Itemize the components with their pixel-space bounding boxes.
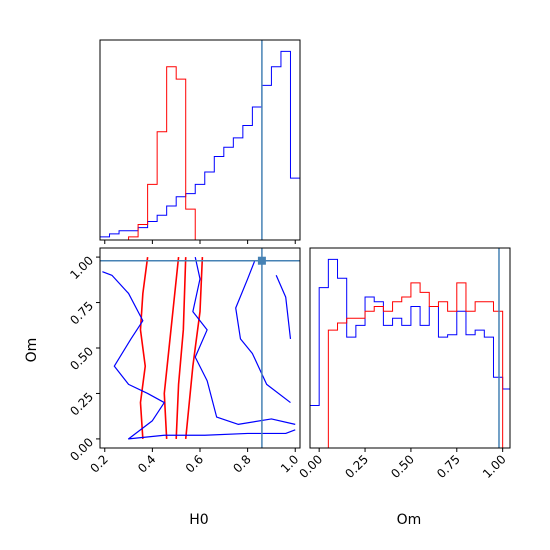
om-marginal-x-tick-label-4: 1.00 xyxy=(480,452,509,481)
x-axis-label-h0: H0 xyxy=(189,512,208,528)
contour-series-0-line-1 xyxy=(163,257,180,439)
contour-series-1-line-2 xyxy=(235,260,291,404)
contour-series-0-line-3 xyxy=(184,257,204,439)
contour-series-0-line-2 xyxy=(175,257,187,439)
contour-lines-group xyxy=(100,248,300,448)
contour-y-tick-label-0: 0.00 xyxy=(67,435,96,464)
om-marginal-x-tick-label-2: 0.50 xyxy=(388,452,417,481)
h0-marginal-panel xyxy=(99,39,301,244)
contour-y-tick-label-4: 1.00 xyxy=(67,253,96,282)
h0-om-contour-panel: 0.2 0.4 0.6 0.8 1.00.000.250.500.751.00 xyxy=(67,247,301,476)
y-axis-label-om: Om xyxy=(24,338,40,363)
contour-y-tick-label-2: 0.50 xyxy=(67,344,96,373)
contour-x-tick-label-0: 0.2 xyxy=(87,452,110,475)
h0-marginal-hist-series-0 xyxy=(99,50,301,240)
contour-y-tick-label-3: 0.75 xyxy=(67,299,96,328)
x-axis-label-om: Om xyxy=(397,512,422,528)
contour-truth-point xyxy=(257,256,266,265)
contour-series-0-line-0 xyxy=(139,256,149,439)
om-marginal-frame xyxy=(309,247,511,449)
contour-y-tick-label-1: 0.25 xyxy=(67,390,96,419)
contour-x-tick-label-1: 0.4 xyxy=(135,452,158,475)
om-marginal-x-tick-label-1: 0.25 xyxy=(342,452,371,481)
om-marginal-hist-series-0 xyxy=(309,258,511,448)
om-marginal-x-tick-label-0: 0.00 xyxy=(297,452,326,481)
contour-series-1-line-1 xyxy=(192,256,296,425)
contour-x-tick-label-2: 0.6 xyxy=(183,452,206,475)
om-marginal-x-tick-label-3: 0.75 xyxy=(434,452,463,481)
contour-x-tick-label-3: 0.8 xyxy=(230,452,253,475)
h0-marginal-hist-series-1 xyxy=(100,66,300,241)
h0-marginal-frame xyxy=(99,39,301,241)
om-marginal-panel: 0.00 0.25 0.50 0.75 1.00 xyxy=(297,247,511,481)
contour-series-1-line-3 xyxy=(275,275,292,339)
contour-series-1-line-0 xyxy=(102,271,296,440)
om-marginal-hist-series-1 xyxy=(310,282,510,449)
